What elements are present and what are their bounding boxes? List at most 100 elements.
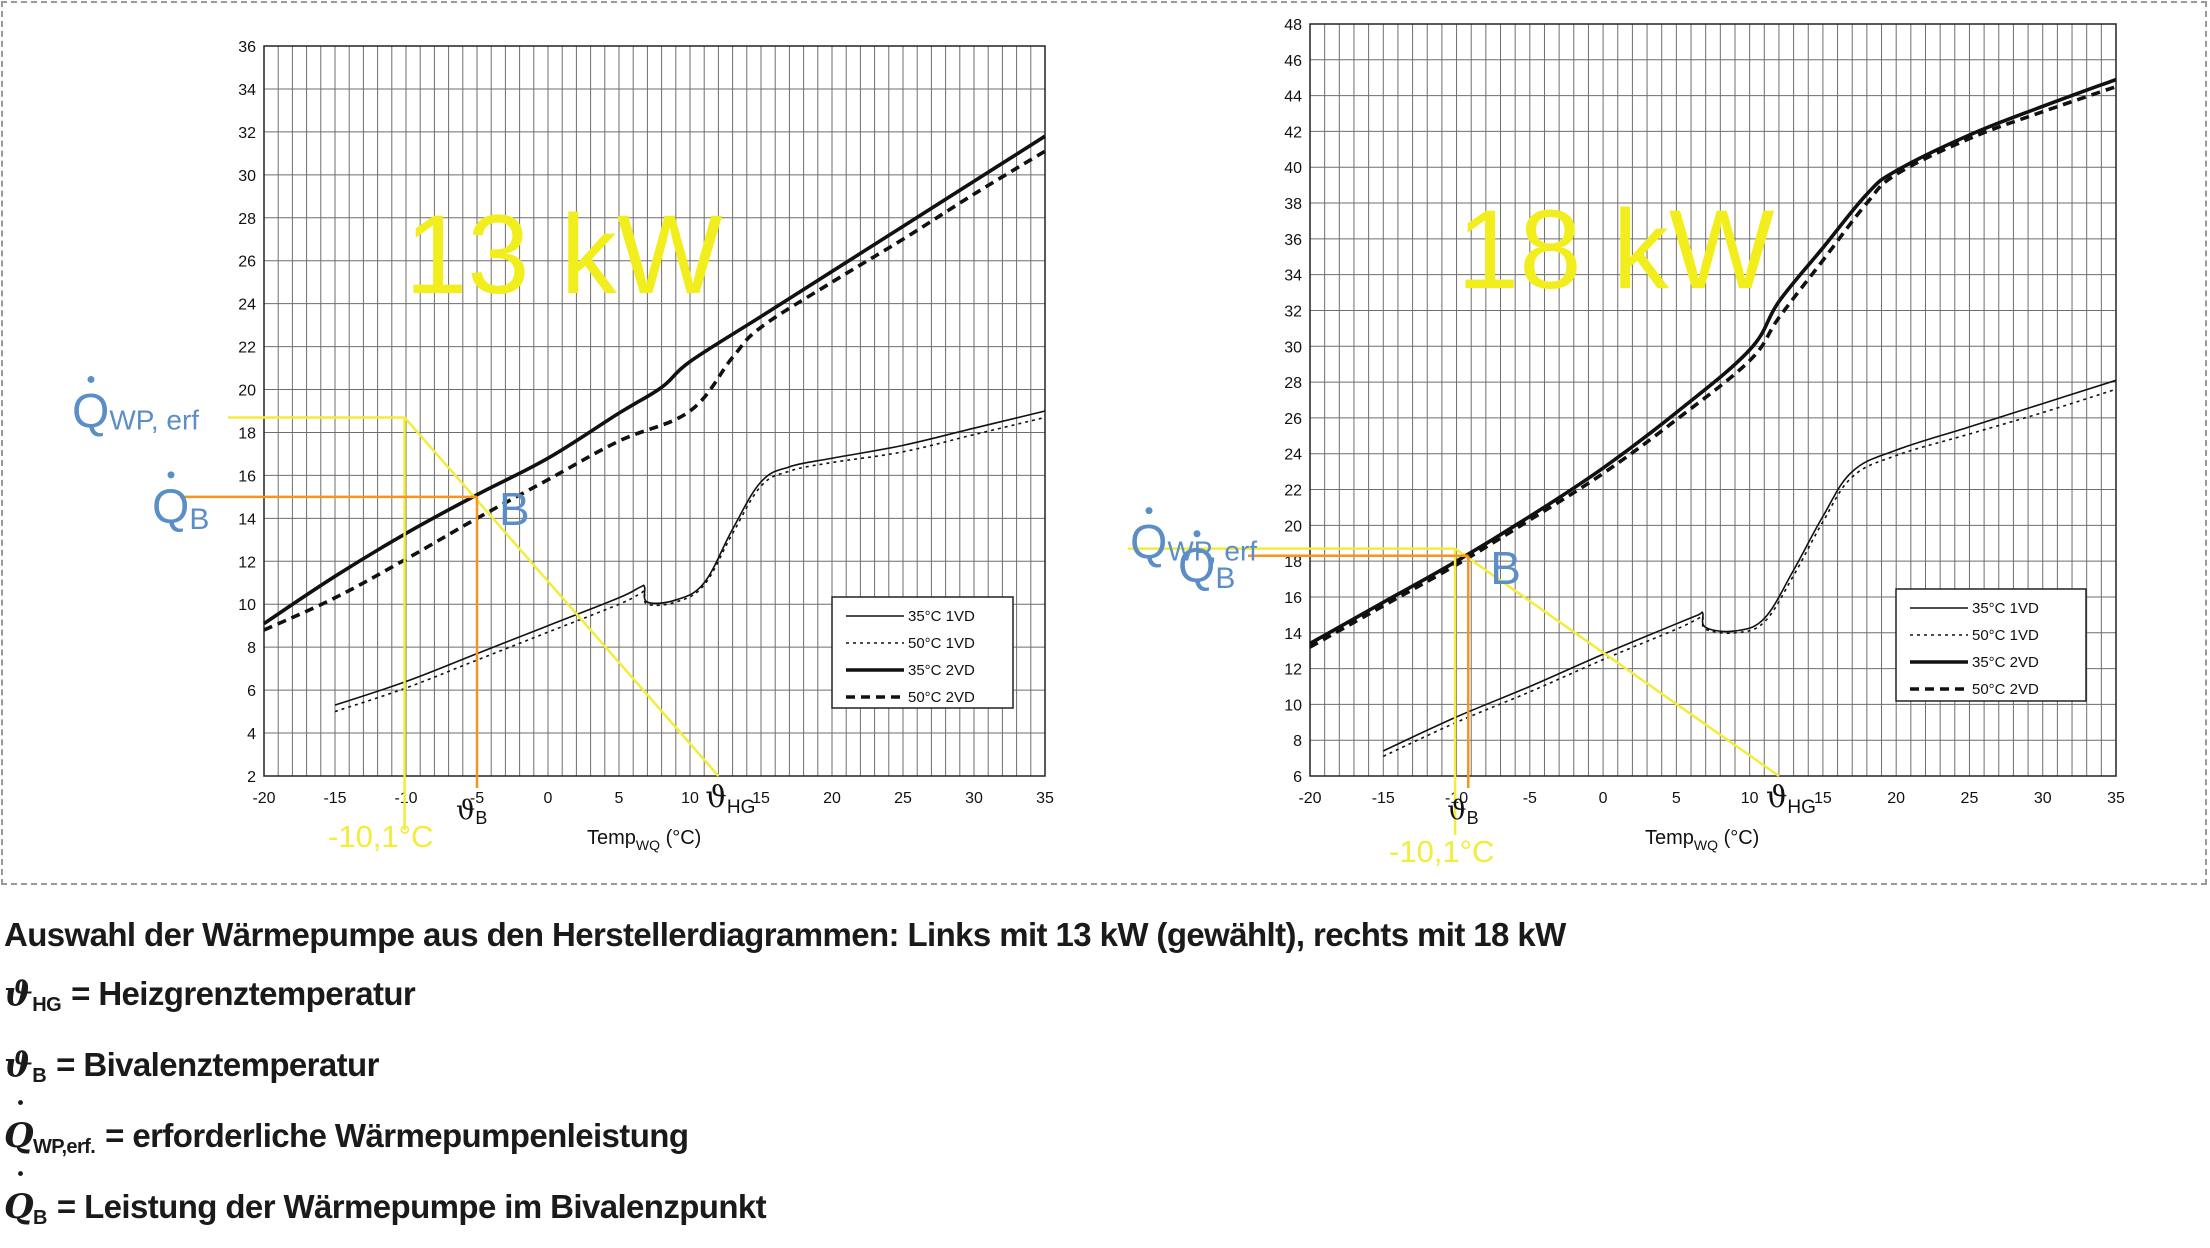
- r-theta-b-symbol: ϑ: [1447, 795, 1466, 826]
- l-y-tick-label: 12: [238, 554, 256, 571]
- r-y-tick-label: 46: [1284, 53, 1302, 70]
- r-y-tick-label: 6: [1293, 769, 1302, 786]
- theta-b-symbol: ϑ: [4, 1045, 33, 1085]
- l-series-line: [263, 149, 1046, 632]
- r-plot-border: [1309, 23, 2117, 777]
- l-x-axis-title-unit: (°C): [660, 827, 701, 849]
- l-y-tick-label: 6: [247, 683, 256, 700]
- l-q-b-dot: [167, 471, 175, 479]
- r-q-wp-label: QWP, erf: [1130, 517, 1257, 570]
- r-capacity-label: 18 kW: [1457, 187, 1775, 312]
- r-series-line: [1309, 77, 2117, 646]
- l-y-tick-label: 2: [247, 769, 256, 786]
- l-theta-hg-label: ϑHG: [705, 780, 755, 818]
- q-b-sub: B: [33, 1207, 47, 1229]
- theta-hg-sub: HG: [32, 994, 62, 1016]
- l-y-tick-label: 28: [238, 211, 256, 228]
- r-legend-label: 35°C 1VD: [1972, 600, 2039, 617]
- r-y-tick-label: 10: [1284, 697, 1302, 714]
- l-theta-b-subscript: B: [475, 808, 487, 828]
- r-y-tick-label: 12: [1284, 662, 1302, 679]
- l-theta-hg-subscript: HG: [727, 797, 756, 818]
- r-design-temp-label: -10,1°C: [1389, 834, 1494, 869]
- l-y-tick-label: 36: [238, 39, 256, 56]
- r-x-tick-label: 30: [2034, 790, 2052, 807]
- r-y-tick-label: 34: [1284, 268, 1302, 285]
- l-heating-load-line: [403, 416, 720, 777]
- heizgrenz-text: = Heizgrenztemperatur: [71, 975, 416, 1012]
- l-q-b-subscript: B: [189, 503, 209, 536]
- l-x-tick-label: 5: [615, 790, 624, 807]
- r-q-b-label: QB: [1178, 540, 1235, 595]
- l-y-tick-label: 26: [238, 254, 256, 271]
- r-y-tick-label: 42: [1284, 124, 1302, 141]
- l-theta-b-label: ϑB: [456, 795, 487, 828]
- r-heating-load-line: [1454, 547, 1780, 778]
- r-legend-label: 35°C 2VD: [1972, 654, 2039, 671]
- caption-heizgrenz: ϑHG = Heizgrenztemperatur: [4, 964, 1566, 1035]
- l-x-axis-title: TempWQ (°C): [587, 827, 701, 853]
- r-theta-hg-label: ϑHG: [1766, 780, 1816, 818]
- l-x-tick-label: 20: [823, 790, 841, 807]
- l-x-tick-label: 0: [544, 790, 553, 807]
- q-wp-sub: WP,erf.: [33, 1136, 96, 1158]
- r-y-tick-label: 26: [1284, 411, 1302, 428]
- r-q-wp-dot: [1145, 507, 1153, 515]
- figure-frame: [1, 1, 2207, 885]
- r-theta-b-label: ϑB: [1447, 795, 1478, 828]
- l-q-wp-dot: [87, 375, 95, 383]
- r-x-tick-label: 15: [1814, 790, 1832, 807]
- r-y-tick-label: 20: [1284, 518, 1302, 535]
- l-y-tick-label: 16: [238, 468, 256, 485]
- l-x-tick-label: 35: [1036, 790, 1054, 807]
- l-y-tick-label: 34: [238, 82, 256, 99]
- l-x-tick-label: -15: [323, 790, 346, 807]
- r-x-axis-title-unit: (°C): [1718, 827, 1759, 849]
- r-y-tick-label: 28: [1284, 375, 1302, 392]
- r-x-tick-label: 20: [1887, 790, 1905, 807]
- r-x-tick-label: -10: [1445, 790, 1468, 807]
- qb-text: = Leistung der Wärmepumpe im Bivalenzpun…: [56, 1188, 767, 1225]
- l-series-line: [263, 134, 1046, 626]
- l-design-temp-label: -10,1°C: [328, 819, 433, 854]
- r-q-b-dot: [1193, 530, 1201, 538]
- r-y-tick-label: 40: [1284, 160, 1302, 177]
- l-y-tick-label: 20: [238, 383, 256, 400]
- l-x-tick-label: 30: [965, 790, 983, 807]
- r-x-tick-label: -15: [1372, 790, 1395, 807]
- l-legend-label: 50°C 2VD: [908, 689, 975, 706]
- l-x-axis-title-sub: WQ: [636, 837, 660, 853]
- r-y-tick-label: 38: [1284, 196, 1302, 213]
- l-series-line: [334, 416, 1046, 713]
- r-q-b-symbol: Q: [1178, 540, 1215, 593]
- l-y-tick-label: 30: [238, 168, 256, 185]
- r-x-tick-label: 10: [1741, 790, 1759, 807]
- caption-qwp: QWP,erf. = erforderliche Wärmepumpenleist…: [4, 1087, 1566, 1177]
- q-b-symbol: Q: [4, 1158, 34, 1237]
- r-q-wp-subscript: WP, erf: [1167, 536, 1257, 567]
- l-q-b-label: QB: [152, 481, 209, 536]
- r-y-tick-label: 32: [1284, 303, 1302, 320]
- l-legend-label: 50°C 1VD: [908, 635, 975, 652]
- l-y-tick-label: 22: [238, 340, 256, 357]
- caption-title: Auswahl der Wärmepumpe aus den Herstelle…: [4, 916, 1566, 953]
- chart-18kw: 6 8 10 12 14 16 18 20 22 24 26 28 30 32 34 36 38 40 42 44 46…: [1128, 17, 2125, 869]
- r-y-tick-label: 24: [1284, 447, 1302, 464]
- r-x-tick-label: 0: [1599, 790, 1608, 807]
- r-legend-label: 50°C 2VD: [1972, 681, 2039, 698]
- l-legend-label: 35°C 2VD: [908, 662, 975, 679]
- r-series-line: [1309, 84, 2117, 649]
- r-x-tick-label: 25: [1961, 790, 1979, 807]
- l-y-tick-label: 32: [238, 125, 256, 142]
- r-x-tick-label: 5: [1672, 790, 1681, 807]
- r-y-tick-label: 18: [1284, 554, 1302, 571]
- r-theta-b-subscript: B: [1467, 808, 1479, 828]
- l-bivalent-point-label: B: [499, 483, 530, 535]
- l-theta-b-symbol: ϑ: [456, 795, 475, 826]
- l-y-tick-label: 14: [238, 511, 256, 528]
- l-q-wp-symbol: Q: [72, 385, 109, 438]
- l-x-tick-label: -20: [252, 790, 275, 807]
- qwp-text: = erforderliche Wärmepumpenleistung: [105, 1117, 689, 1154]
- theta-hg-symbol: ϑ: [4, 974, 33, 1014]
- caption-bivalenz: ϑB = Bivalenztemperatur: [4, 1035, 1566, 1106]
